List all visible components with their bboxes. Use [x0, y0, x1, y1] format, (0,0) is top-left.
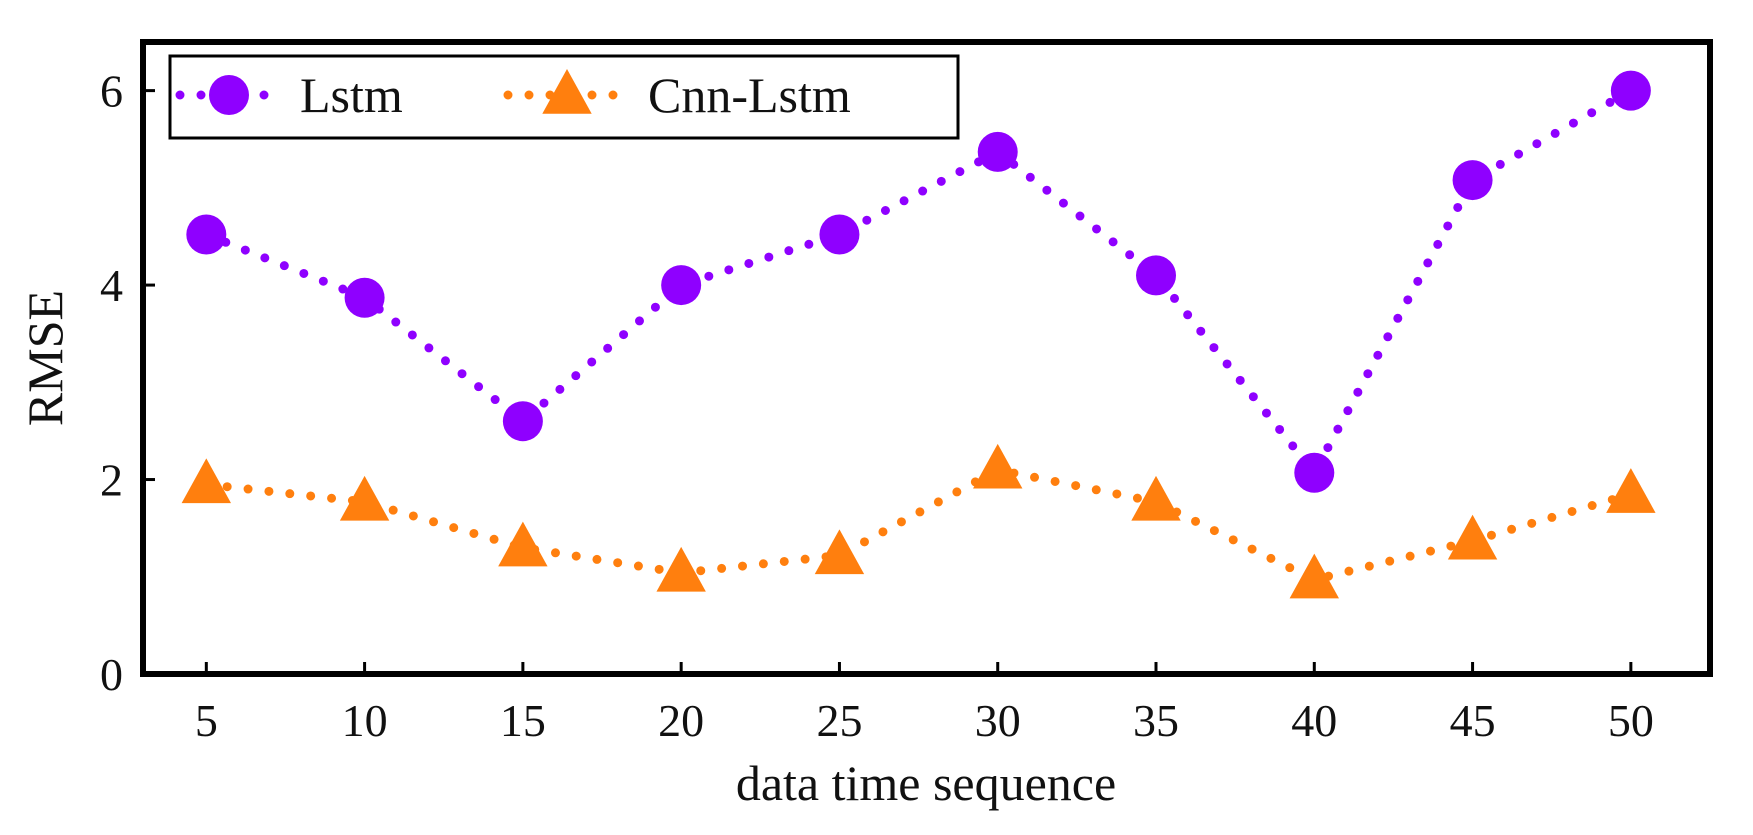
legend-entry: Cnn-Lstm — [503, 67, 851, 123]
data-point — [819, 214, 860, 255]
data-point — [1610, 70, 1651, 111]
data-point — [339, 475, 390, 521]
series-line — [201, 86, 1636, 481]
data-point — [1294, 452, 1335, 493]
data-point — [502, 401, 543, 442]
data-point — [498, 521, 548, 567]
x-tick-label: 35 — [1133, 695, 1179, 746]
legend-entry: Lstm — [175, 67, 403, 123]
legend-label: Cnn-Lstm — [648, 67, 851, 123]
x-tick-label: 45 — [1450, 695, 1496, 746]
x-tick-label: 10 — [342, 695, 388, 746]
data-point — [1452, 160, 1493, 201]
legend-entries: Lstm Cnn-Lstm — [175, 67, 851, 123]
series-cnn-lstm — [181, 443, 1656, 599]
data-point — [186, 214, 227, 255]
data-point — [814, 529, 865, 575]
plot-frame — [140, 39, 1713, 677]
x-tick-label: 15 — [500, 695, 546, 746]
data-point — [656, 546, 706, 592]
data-point — [1447, 514, 1498, 560]
data-point — [1289, 553, 1339, 599]
legend-marker — [542, 69, 592, 114]
data-point — [1131, 475, 1181, 521]
data-point — [1606, 468, 1656, 513]
data-point — [1136, 255, 1177, 296]
x-tick-label: 50 — [1608, 695, 1654, 746]
y-tick-label: 6 — [100, 66, 123, 117]
data-point — [973, 443, 1023, 489]
legend-marker — [209, 75, 249, 115]
data-point — [344, 277, 385, 318]
x-tick-label: 40 — [1291, 695, 1337, 746]
y-tick-label: 4 — [100, 260, 123, 311]
x-tick-label: 5 — [195, 695, 218, 746]
series-lstm — [186, 70, 1651, 493]
y-tick-label: 2 — [100, 455, 123, 506]
x-tick-label: 20 — [658, 695, 704, 746]
series-line — [201, 465, 1636, 585]
y-tick-label: 0 — [100, 649, 123, 700]
legend: Lstm Cnn-Lstm — [168, 54, 960, 140]
y-axis-label: RMSE — [17, 290, 73, 426]
data-point — [181, 458, 232, 504]
x-tick-label: 25 — [816, 695, 862, 746]
x-axis-label: data time sequence — [736, 755, 1116, 811]
ticks-layer: 5 10 15 20 25 30 35 40 45 50 0 2 4 6 — [100, 66, 1654, 746]
legend-label: Lstm — [300, 67, 403, 123]
data-point — [977, 131, 1018, 172]
x-tick-label: 30 — [975, 695, 1021, 746]
data-point — [661, 265, 702, 306]
series-layer — [181, 70, 1656, 599]
